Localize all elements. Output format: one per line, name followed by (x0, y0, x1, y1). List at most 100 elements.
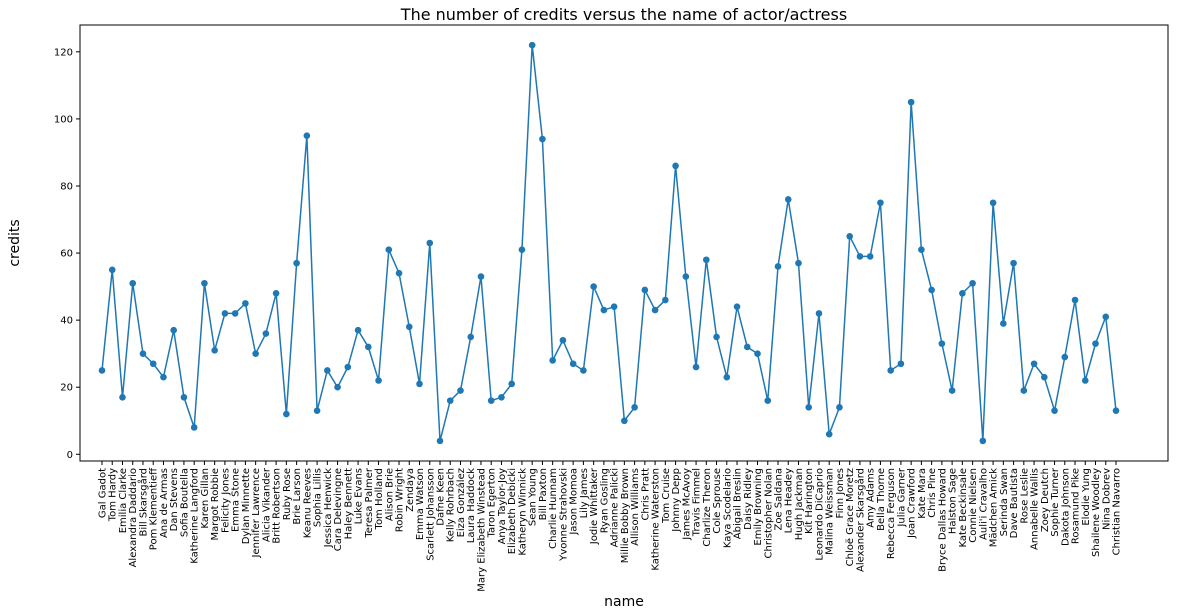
x-tick-label: Ruby Rose (282, 468, 293, 520)
data-point (1010, 259, 1017, 267)
data-point (1000, 320, 1007, 327)
x-tick-label: Zoe Saldana (774, 468, 785, 531)
x-tick-label: Kate Beckinsale (958, 468, 969, 547)
data-point (733, 303, 741, 311)
data-point (600, 306, 608, 314)
x-tick-label: Nina Dobrev (1101, 468, 1112, 530)
data-point (385, 246, 393, 254)
data-point (1112, 407, 1120, 414)
x-tick-label: Taron Egerton (487, 468, 498, 538)
data-point (856, 253, 864, 260)
data-point (457, 387, 464, 394)
x-tick-label: Robin Wright (395, 468, 406, 532)
x-tick-label: Hugh Jackman (794, 468, 805, 540)
x-tick-label: Mädchen Amick (989, 468, 1000, 547)
data-point (1092, 340, 1099, 347)
y-axis-label: credits (7, 219, 23, 266)
x-tick-label: Eiza González (455, 468, 467, 537)
y-tick-label: 80 (60, 181, 73, 192)
data-point (754, 350, 761, 357)
data-point (160, 373, 167, 381)
data-point (662, 296, 669, 304)
x-tick-label: Emilia Clarke (118, 468, 129, 533)
data-point (170, 326, 177, 334)
data-point (1030, 360, 1038, 368)
x-tick-label: Keanu Reeves (302, 468, 313, 538)
data-point (119, 393, 126, 401)
x-tick-label: Cole Sprouse (712, 468, 723, 534)
x-axis: Gal Gadot Tom Hardy Emilia Clarke Alexandra… (98, 461, 1123, 592)
data-point (590, 283, 597, 290)
x-tick-label: Laura Haddock (466, 468, 477, 543)
plot-area (79, 24, 1169, 462)
x-tick-label: Bryce Dallas Howard (937, 468, 948, 572)
x-tick-label: Shailene Woodley (1091, 468, 1102, 557)
x-tick-label: Ana de Armas (159, 468, 170, 538)
x-tick-label: Katheryn Winnick (517, 468, 528, 556)
x-tick-label: Allison Williams (630, 468, 641, 546)
data-point (846, 232, 853, 240)
x-tick-label: Chris Pine (927, 468, 938, 518)
x-tick-label: Johnny Depp (671, 468, 682, 533)
data-point (221, 310, 229, 317)
x-tick-label: Mary Elizabeth Winstead (476, 468, 487, 592)
data-point (1020, 387, 1028, 394)
data-point (324, 367, 331, 374)
data-point (395, 269, 403, 277)
x-tick-label: Julia Garner (896, 467, 907, 527)
data-point (405, 323, 413, 331)
y-tick-label: 100 (54, 114, 73, 125)
y-tick-label: 0 (67, 450, 73, 461)
x-tick-label: Christian Navarro (1112, 468, 1123, 555)
x-tick-label: Brie Larson (292, 468, 303, 525)
x-tick-label: Adrianne Palicki (610, 468, 621, 547)
data-point (682, 273, 690, 280)
x-tick-label: Daisy Ridley (743, 468, 754, 530)
data-point (190, 424, 198, 431)
data-point (487, 397, 495, 404)
data-point (764, 397, 772, 404)
data-point (631, 404, 638, 411)
data-point (641, 286, 649, 294)
x-tick-label: Malina Weissman (825, 468, 836, 555)
x-tick-label: Sophie Turner (1050, 467, 1061, 537)
x-tick-label: Serinda Swan (999, 468, 1010, 536)
data-point (262, 330, 270, 337)
data-point (713, 333, 720, 341)
x-tick-label: Rose Leslie (1019, 468, 1030, 524)
data-point (805, 404, 813, 411)
x-tick-label: Pom Klementieff (149, 467, 160, 550)
data-point (303, 132, 311, 139)
data-point (416, 380, 423, 388)
data-point (108, 266, 116, 274)
data-point (1051, 407, 1058, 414)
x-tick-label: Christopher Nolan (763, 468, 774, 558)
data-point (549, 357, 556, 364)
data-point (365, 343, 372, 351)
data-point (149, 360, 157, 368)
data-point (293, 259, 300, 267)
data-point (569, 360, 577, 368)
x-tick-label: Rebecca Ferguson (886, 468, 897, 559)
x-tick-label: Lily James (579, 468, 590, 518)
data-point (1081, 377, 1089, 384)
x-tick-label: Alicia Vikander (261, 467, 272, 542)
data-point (825, 430, 833, 438)
data-point (528, 41, 536, 49)
x-tick-label: Bill Paxton (538, 468, 549, 520)
data-point (518, 246, 526, 254)
x-tick-label: Katherine Waterston (651, 468, 662, 571)
x-tick-label: Joan Crawford (907, 468, 918, 539)
x-tick-label: Teresa Palmer (364, 467, 375, 539)
data-point (344, 363, 352, 371)
data-point (877, 199, 884, 207)
data-point (129, 279, 137, 287)
data-point (283, 410, 290, 418)
x-tick-label: Elizabeth Debicki (507, 468, 518, 554)
x-tick-label: Halston Sage (948, 468, 959, 534)
y-tick-label: 20 (60, 383, 73, 394)
data-point (703, 256, 710, 264)
x-tick-label: Jodie Whittaker (589, 467, 600, 545)
data-point (272, 290, 280, 297)
data-point (907, 98, 915, 106)
